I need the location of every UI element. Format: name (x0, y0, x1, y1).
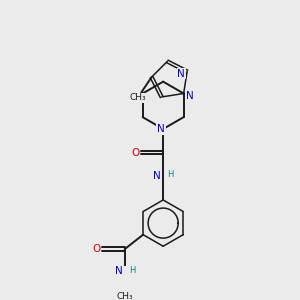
Text: H: H (129, 266, 135, 275)
Text: N: N (154, 171, 161, 181)
Text: O: O (131, 148, 139, 158)
Text: O: O (92, 244, 101, 254)
Text: CH₃: CH₃ (116, 292, 133, 300)
Text: CH₃: CH₃ (129, 93, 146, 102)
Text: N: N (185, 91, 193, 100)
Text: N: N (115, 266, 123, 277)
Text: N: N (157, 124, 165, 134)
Text: H: H (167, 170, 174, 179)
Text: N: N (178, 69, 185, 79)
